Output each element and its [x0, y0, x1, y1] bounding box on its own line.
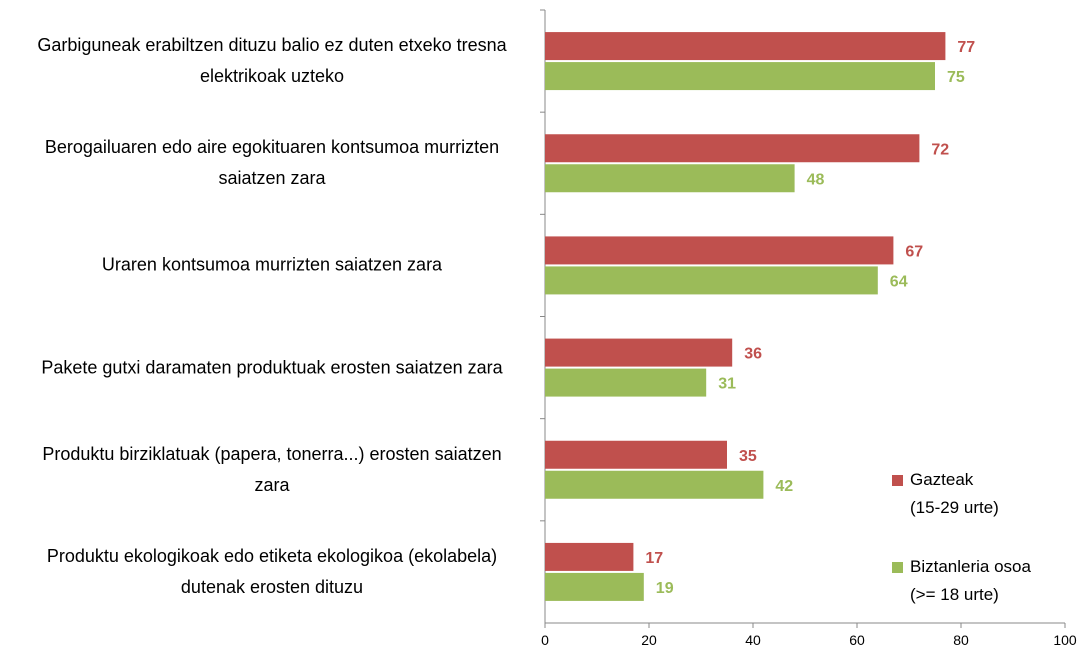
bar — [545, 236, 894, 265]
legend-label: Gazteak (15-29 urte) — [910, 470, 999, 517]
x-tick-label: 60 — [849, 632, 865, 648]
bar — [545, 32, 946, 61]
category-label: Produktu birziklatuak (papera, tonerra..… — [42, 443, 502, 495]
value-label: 31 — [718, 376, 736, 393]
category-label: Pakete gutxi daramaten produktuak eroste… — [41, 357, 503, 378]
value-label: 19 — [656, 580, 674, 597]
value-label: 77 — [957, 39, 975, 56]
bar — [545, 542, 634, 571]
category-label: Uraren kontsumoa murrizten saiatzen zara — [101, 254, 443, 275]
value-label: 72 — [931, 141, 949, 158]
x-tick-label: 80 — [953, 632, 969, 648]
value-label: 67 — [905, 243, 923, 260]
bar — [545, 134, 920, 163]
bar — [545, 164, 795, 193]
legend-swatch — [892, 562, 903, 573]
bar — [545, 572, 644, 601]
value-label: 42 — [775, 478, 793, 495]
x-tick-label: 100 — [1053, 632, 1077, 648]
bar — [545, 440, 727, 469]
value-label: 36 — [744, 346, 762, 363]
legend-swatch — [892, 475, 903, 486]
bar — [545, 62, 935, 91]
x-tick-label: 40 — [745, 632, 761, 648]
value-label: 35 — [739, 448, 757, 465]
category-label: Garbiguneak erabiltzen dituzu balio ez d… — [37, 35, 507, 87]
value-label: 75 — [947, 69, 965, 86]
value-label: 48 — [807, 171, 825, 188]
category-label: Produktu ekologikoak edo etiketa ekologi… — [46, 545, 498, 597]
x-tick-label: 0 — [541, 632, 549, 648]
bar — [545, 338, 733, 367]
bar — [545, 266, 878, 295]
value-label: 17 — [645, 550, 663, 567]
value-label: 64 — [890, 273, 908, 290]
x-tick-label: 20 — [641, 632, 657, 648]
category-label: Berogailuaren edo aire egokituaren konts… — [44, 137, 500, 189]
bar — [545, 368, 707, 397]
bar — [545, 470, 764, 499]
legend-label: Biztanleria osoa (>= 18 urte) — [910, 557, 1031, 604]
